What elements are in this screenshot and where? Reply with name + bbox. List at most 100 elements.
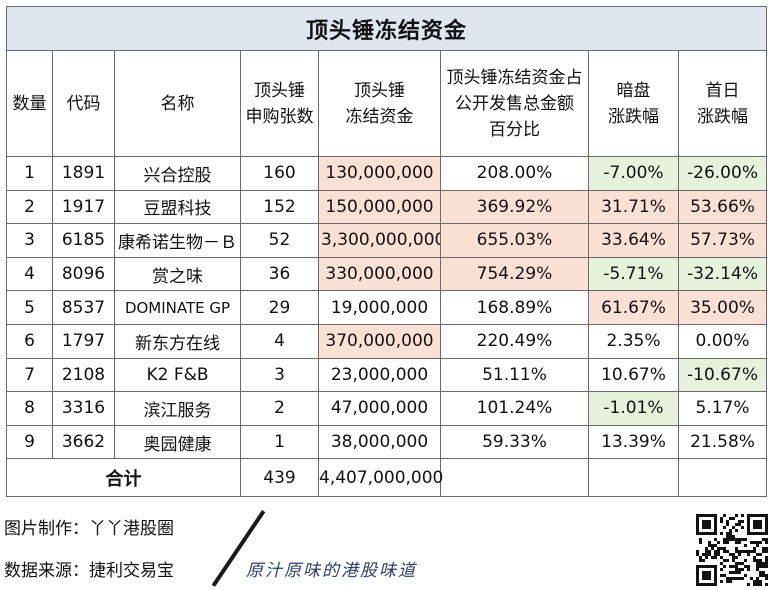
cell-first-day: 0.00% — [677, 323, 768, 359]
cell-code: 3316 — [52, 391, 115, 426]
cell-index: 2 — [6, 189, 53, 225]
cell-frozen: 150,000,000 — [318, 189, 441, 225]
cell-percent: 655.03% — [440, 223, 589, 258]
cell-lots: 29 — [240, 290, 319, 325]
cell-dark-pool: 31.71% — [588, 189, 679, 225]
cell-lots: 4 — [240, 323, 319, 359]
cell-index: 6 — [6, 323, 53, 359]
frozen-funds-table-container: 顶头锤冻结资金 数量 代码 名称 顶头锤 申购张数 顶头锤 冻结资金 顶头锤冻结资金占 公开发售… — [5, 6, 768, 498]
table-row: 7 2108 K2 F&B 3 23,000,000 51.11% 10.67% -10.67… — [6, 357, 768, 393]
footer: 图片制作：丫丫港股圈 数据来源：捷利交易宝 原汁原味的港股味道 — [0, 500, 772, 590]
cell-first-day: -26.00% — [677, 156, 768, 191]
cell-first-day: 21.58% — [677, 424, 768, 460]
cell-percent: 101.24% — [440, 391, 589, 426]
header-lots: 顶头锤 申购张数 — [240, 50, 319, 157]
cell-lots: 1 — [240, 424, 319, 460]
cell-code: 1797 — [52, 323, 115, 359]
cell-frozen: 330,000,000 — [318, 256, 441, 292]
cell-index: 1 — [6, 156, 53, 191]
frozen-funds-table: 顶头锤冻结资金 数量 代码 名称 顶头锤 申购张数 顶头锤 冻结资金 顶头锤冻结资金占 公开发售… — [5, 6, 768, 498]
header-percent: 顶头锤冻结资金占 公开发售总金额 百分比 — [440, 50, 589, 157]
cell-percent: 208.00% — [440, 156, 589, 191]
total-row: 合计 439 4,407,000,000 — [6, 458, 768, 498]
cell-index: 8 — [6, 391, 53, 426]
qr-code-icon — [696, 514, 768, 586]
cell-name: 豆盟科技 — [114, 189, 241, 225]
cell-name: DOMINATE GP — [114, 290, 241, 325]
cell-percent: 220.49% — [440, 323, 589, 359]
cell-frozen: 38,000,000 — [318, 424, 441, 460]
cell-dark-pool: -7.00% — [588, 156, 679, 191]
cell-percent: 51.11% — [440, 357, 589, 393]
cell-percent: 369.92% — [440, 189, 589, 225]
cell-code: 8537 — [52, 290, 115, 325]
header-code: 代码 — [52, 50, 115, 157]
table-row: 2 1917 豆盟科技 152 150,000,000 369.92% 31.71% 53.6… — [6, 189, 768, 225]
cell-index: 3 — [6, 223, 53, 258]
cell-index: 4 — [6, 256, 53, 292]
cell-name: 滨江服务 — [114, 391, 241, 426]
cell-frozen: 23,000,000 — [318, 357, 441, 393]
cell-lots: 2 — [240, 391, 319, 426]
cell-first-day: -10.67% — [677, 357, 768, 393]
table-row: 9 3662 奥园健康 1 38,000,000 59.33% 13.39% 21.58% — [6, 424, 768, 460]
header-index: 数量 — [6, 50, 53, 157]
cell-dark-pool: -1.01% — [588, 391, 679, 426]
total-frozen: 4,407,000,000 — [318, 458, 443, 498]
total-lots: 439 — [240, 458, 319, 498]
cell-frozen: 3,300,000,000 — [318, 223, 441, 258]
cell-percent: 754.29% — [440, 256, 589, 292]
cell-first-day: 5.17% — [677, 391, 768, 426]
cell-name: 奥园健康 — [114, 424, 241, 460]
cell-code: 8096 — [52, 256, 115, 292]
cell-name: 康希诺生物－Ｂ — [114, 223, 241, 258]
cell-name: 新东方在线 — [114, 323, 241, 359]
table-row: 4 8096 赏之味 36 330,000,000 754.29% -5.71% -32.14… — [6, 256, 768, 292]
credit-source: 数据来源：捷利交易宝 — [4, 561, 174, 581]
cell-code: 3662 — [52, 424, 115, 460]
header-frozen: 顶头锤 冻结资金 — [318, 50, 441, 157]
table-row: 1 1891 兴合控股 160 130,000,000 208.00% -7.00% -26.… — [6, 156, 768, 191]
cell-frozen: 130,000,000 — [318, 156, 441, 191]
column-header-row: 数量 代码 名称 顶头锤 申购张数 顶头锤 冻结资金 顶头锤冻结资金占 公开发售总金额 百分比 暗盘… — [6, 50, 768, 157]
cell-lots: 152 — [240, 189, 319, 225]
table-row: 6 1797 新东方在线 4 370,000,000 220.49% 2.35% 0.00% — [6, 323, 768, 359]
cell-name: 赏之味 — [114, 256, 241, 292]
total-label: 合计 — [6, 458, 241, 498]
total-empty-cell — [440, 458, 589, 498]
cell-index: 7 — [6, 357, 53, 393]
cell-dark-pool: 13.39% — [588, 424, 679, 460]
cell-lots: 160 — [240, 156, 319, 191]
header-dark-pool: 暗盘 涨跌幅 — [588, 50, 679, 157]
cell-frozen: 19,000,000 — [318, 290, 441, 325]
table-body: 1 1891 兴合控股 160 130,000,000 208.00% -7.00% -26.… — [6, 156, 768, 460]
cell-frozen: 47,000,000 — [318, 391, 441, 426]
cell-frozen: 370,000,000 — [318, 323, 441, 359]
credit-maker: 图片制作：丫丫港股圈 — [4, 519, 174, 539]
table-row: 3 6185 康希诺生物－Ｂ 52 3,300,000,000 655.03% 33.64%… — [6, 223, 768, 258]
table-title: 顶头锤冻结资金 — [5, 6, 768, 51]
cell-code: 1891 — [52, 156, 115, 191]
cell-first-day: -32.14% — [677, 256, 768, 292]
cell-code: 1917 — [52, 189, 115, 225]
cell-name: 兴合控股 — [114, 156, 241, 191]
table-row: 8 3316 滨江服务 2 47,000,000 101.24% -1.01% 5.17% — [6, 391, 768, 426]
slogan: 原汁原味的港股味道 — [246, 561, 417, 581]
table-row: 5 8537 DOMINATE GP 29 19,000,000 168.89% 61.67… — [6, 290, 768, 325]
cell-dark-pool: 10.67% — [588, 357, 679, 393]
cell-name: K2 F&B — [114, 357, 241, 393]
cell-first-day: 57.73% — [677, 223, 768, 258]
cell-lots: 52 — [240, 223, 319, 258]
cell-lots: 36 — [240, 256, 319, 292]
header-first-day: 首日 涨跌幅 — [677, 50, 768, 157]
cell-lots: 3 — [240, 357, 319, 393]
cell-dark-pool: 33.64% — [588, 223, 679, 258]
cell-code: 6185 — [52, 223, 115, 258]
cell-dark-pool: -5.71% — [588, 256, 679, 292]
total-empty-cell — [588, 458, 679, 498]
cell-code: 2108 — [52, 357, 115, 393]
cell-percent: 59.33% — [440, 424, 589, 460]
cell-dark-pool: 61.67% — [588, 290, 679, 325]
cell-first-day: 35.00% — [677, 290, 768, 325]
header-name: 名称 — [114, 50, 241, 157]
